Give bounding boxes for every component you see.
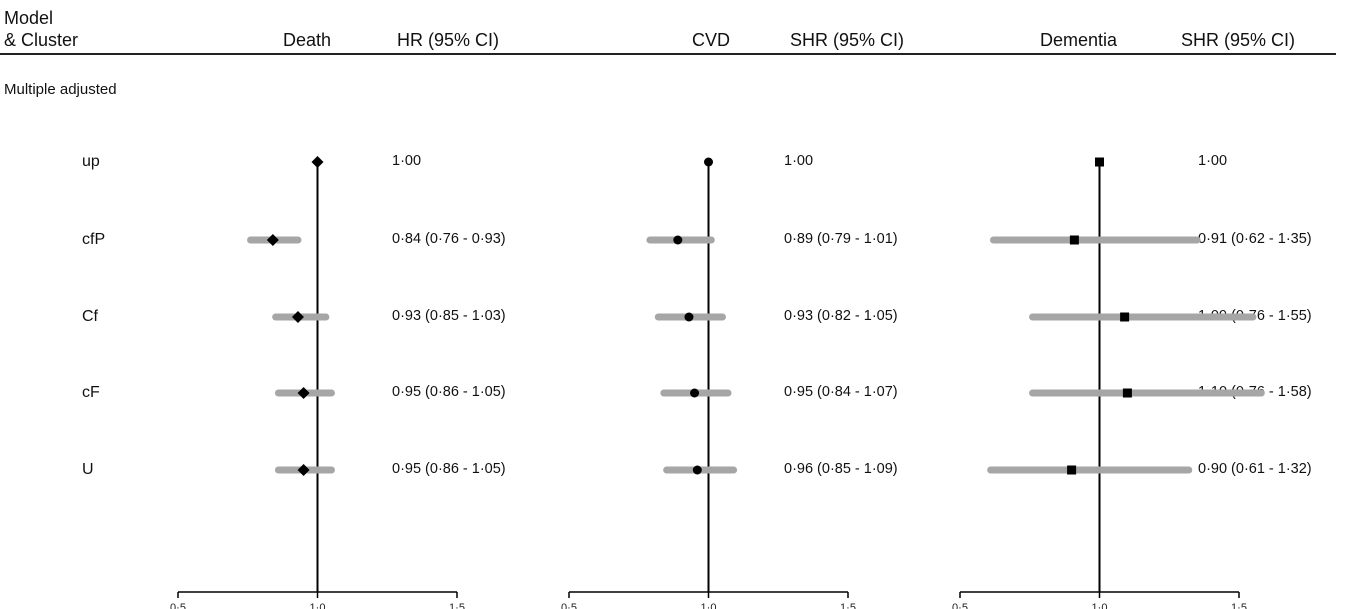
section-label: Multiple adjusted [4, 81, 117, 98]
estimate-marker-dementia [1067, 465, 1077, 475]
estimate-label: 0·93 (0·85 - 1·03) [392, 308, 506, 324]
estimate-marker-dementia [1120, 312, 1130, 322]
header-rule [0, 53, 1336, 55]
estimate-marker-death [297, 387, 310, 399]
estimate-marker-death [266, 234, 279, 246]
estimate-marker-cvd [690, 388, 700, 398]
row-label-up: up [82, 153, 100, 170]
estimate-marker-death [297, 464, 310, 476]
estimate-label: 0·95 (0·86 - 1·05) [392, 461, 506, 477]
estimate-label: 0·95 (0·84 - 1·07) [784, 384, 898, 400]
estimate-label: 0·84 (0·76 - 0·93) [392, 231, 506, 247]
estimate-marker-cvd [684, 312, 694, 322]
row-label-cf-upper: cF [82, 384, 100, 401]
estimate-label: 0·89 (0·79 - 1·01) [784, 231, 898, 247]
x-tick-label-death: 1·5 [449, 602, 465, 609]
estimate-marker-cvd [704, 157, 713, 167]
ci-title-cvd: SHR (95% CI) [790, 30, 905, 50]
panel-title-cvd: CVD [692, 30, 731, 50]
ci-title-death: HR (95% CI) [397, 30, 500, 50]
estimate-marker-cvd [673, 235, 683, 245]
x-tick-label-dementia: 1·5 [1231, 602, 1247, 609]
ci-title-dementia: SHR (95% CI) [1181, 30, 1296, 50]
estimate-marker-death [311, 156, 324, 168]
estimate-marker-death [291, 311, 304, 323]
estimate-marker-dementia [1122, 388, 1132, 398]
panel-title-dementia: Dementia [1040, 30, 1118, 50]
header-model-label: Model [4, 8, 54, 28]
x-tick-label-dementia: 0·5 [952, 602, 968, 609]
row-label-cf: Cf [82, 308, 98, 325]
estimate-marker-dementia [1095, 157, 1104, 167]
estimate-label: 0·90 (0·61 - 1·32) [1198, 461, 1312, 477]
estimate-label: 0·96 (0·85 - 1·09) [784, 461, 898, 477]
estimate-label: 0·95 (0·86 - 1·05) [392, 384, 506, 400]
estimate-label: 1·00 [1198, 153, 1228, 169]
estimate-label: 0·91 (0·62 - 1·35) [1198, 231, 1312, 247]
x-tick-label-cvd: 1·0 [701, 602, 717, 609]
x-tick-label-dementia: 1·0 [1092, 602, 1108, 609]
estimate-marker-dementia [1069, 235, 1079, 245]
estimate-marker-cvd [692, 465, 702, 475]
estimate-label: 1·00 [392, 153, 422, 169]
estimate-label: 0·93 (0·82 - 1·05) [784, 308, 898, 324]
x-tick-label-death: 1·0 [310, 602, 326, 609]
x-tick-label-cvd: 1·5 [840, 602, 856, 609]
x-tick-label-death: 0·5 [170, 602, 186, 609]
panel-title-death: Death [283, 30, 332, 50]
header-cluster-label: & Cluster [4, 30, 79, 50]
row-label-cfp: cfP [82, 231, 106, 248]
estimate-label: 1·00 [784, 153, 814, 169]
row-label-u: U [82, 461, 94, 478]
x-tick-label-cvd: 0·5 [561, 602, 577, 609]
